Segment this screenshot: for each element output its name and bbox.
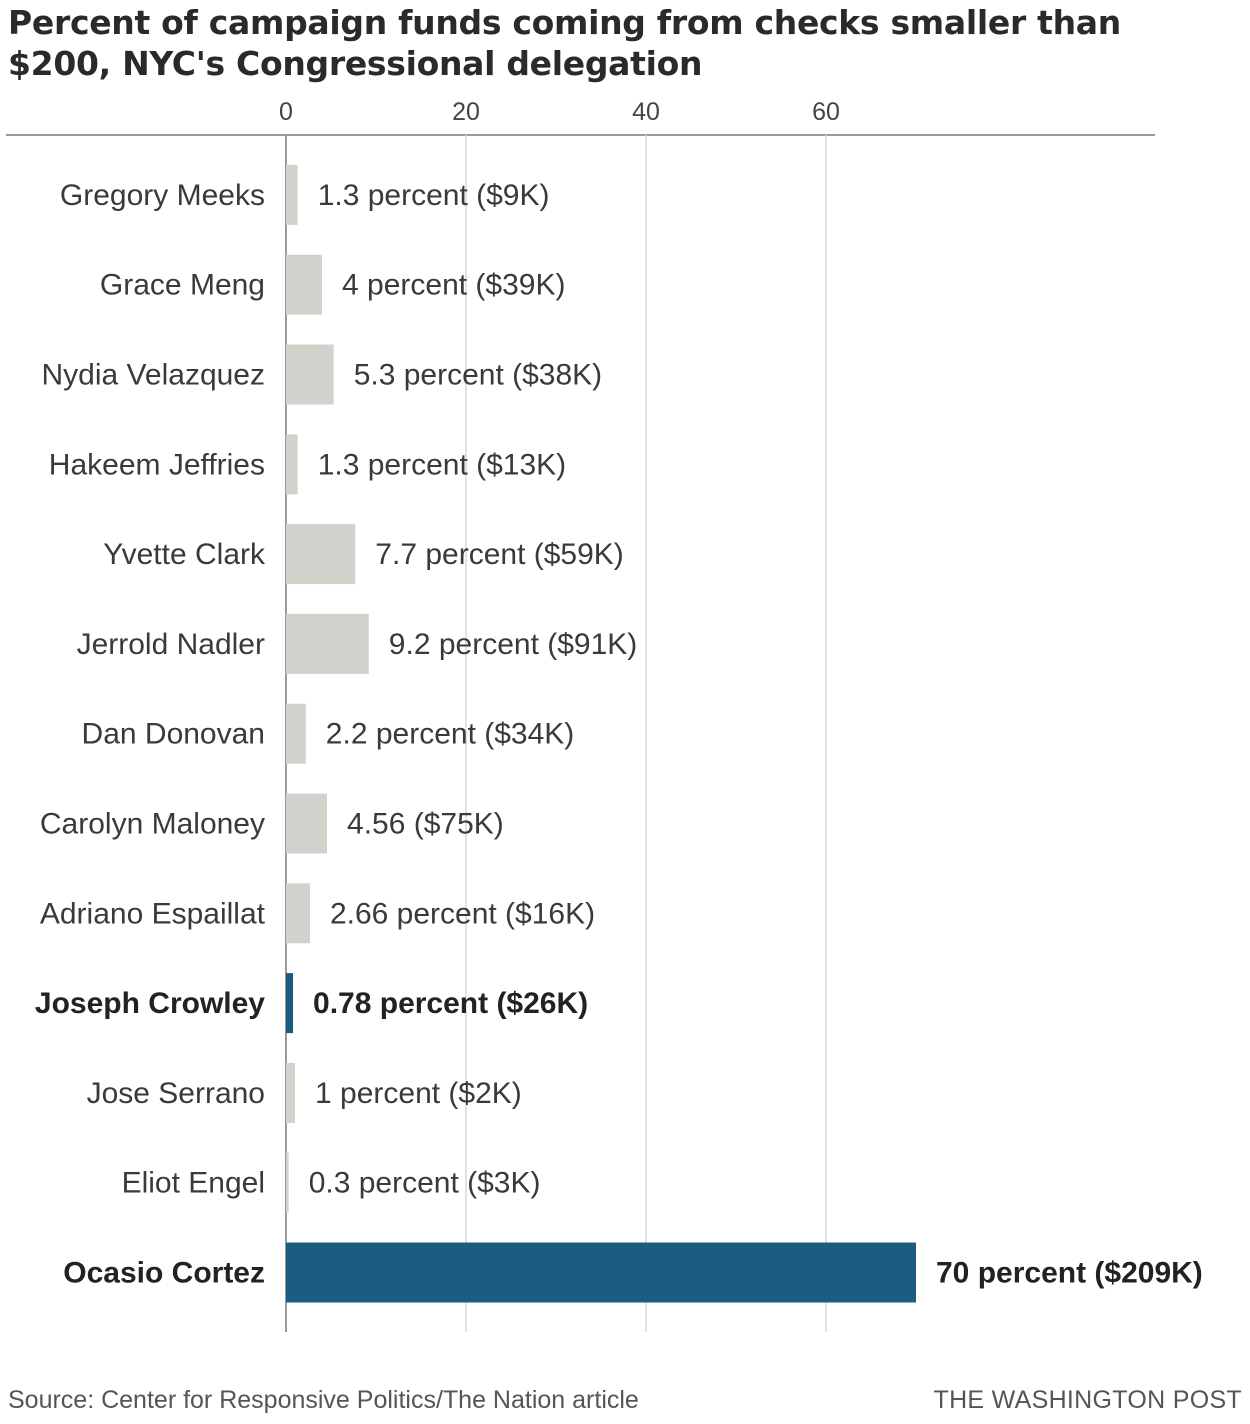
data-label: 4.56 ($75K) <box>347 808 504 841</box>
gridlines <box>6 134 1155 1332</box>
bar <box>286 434 298 495</box>
category-label: Gregory Meeks <box>60 179 265 212</box>
bars <box>286 164 916 1303</box>
x-tick-label: 0 <box>279 98 293 126</box>
category-label: Eliot Engel <box>122 1167 265 1200</box>
category-label: Jose Serrano <box>87 1077 265 1110</box>
data-label: 0.78 percent ($26K) <box>313 987 588 1020</box>
category-label: Jerrold Nadler <box>77 628 265 661</box>
bar <box>286 1062 295 1123</box>
chart-title: Percent of campaign funds coming from ch… <box>8 3 1121 83</box>
data-label: 4 percent ($39K) <box>342 269 565 302</box>
bar <box>286 1242 916 1303</box>
bar-chart: 0 20 40 60 Gregory Meeks 1.3 percent ($9K)Gr… <box>6 98 1203 1332</box>
bar <box>286 703 306 764</box>
data-label: 70 percent ($209K) <box>936 1257 1203 1290</box>
category-label: Joseph Crowley <box>35 987 265 1020</box>
category-label: Carolyn Maloney <box>40 808 265 841</box>
data-label: 9.2 percent ($91K) <box>389 628 637 661</box>
bar <box>286 613 369 674</box>
source-note: Source: Center for Responsive Politics/T… <box>8 1386 639 1414</box>
x-tick-label: 40 <box>632 98 660 126</box>
data-label: 1.3 percent ($13K) <box>318 448 566 481</box>
category-label: Ocasio Cortez <box>63 1257 265 1290</box>
publisher-credit: THE WASHINGTON POST <box>933 1386 1242 1414</box>
x-tick-label: 20 <box>452 98 480 126</box>
category-label: Adriano Espaillat <box>40 897 266 930</box>
data-label: 2.66 percent ($16K) <box>330 897 595 930</box>
bar <box>286 973 294 1034</box>
category-label: Hakeem Jeffries <box>49 448 265 481</box>
bar <box>286 1152 289 1213</box>
bar <box>286 254 322 315</box>
labels: Gregory Meeks 1.3 percent ($9K) Grace Meng… <box>35 179 1203 1290</box>
bar <box>286 524 356 585</box>
bar <box>286 883 310 944</box>
data-label: 2.2 percent ($34K) <box>326 718 574 751</box>
x-axis-ticks: 0 20 40 60 <box>279 98 840 126</box>
category-label: Nydia Velazquez <box>42 359 265 392</box>
bar <box>286 793 328 854</box>
bar <box>286 344 334 405</box>
data-label: 1.3 percent ($9K) <box>318 179 550 212</box>
data-label: 0.3 percent ($3K) <box>309 1167 541 1200</box>
category-label: Yvette Clark <box>103 538 266 571</box>
data-label: 1 percent ($2K) <box>315 1077 522 1110</box>
data-label: 7.7 percent ($59K) <box>375 538 623 571</box>
data-label: 5.3 percent ($38K) <box>354 359 602 392</box>
category-label: Dan Donovan <box>82 718 265 751</box>
category-label: Grace Meng <box>100 269 265 302</box>
bar <box>286 164 298 225</box>
x-tick-label: 60 <box>812 98 840 126</box>
